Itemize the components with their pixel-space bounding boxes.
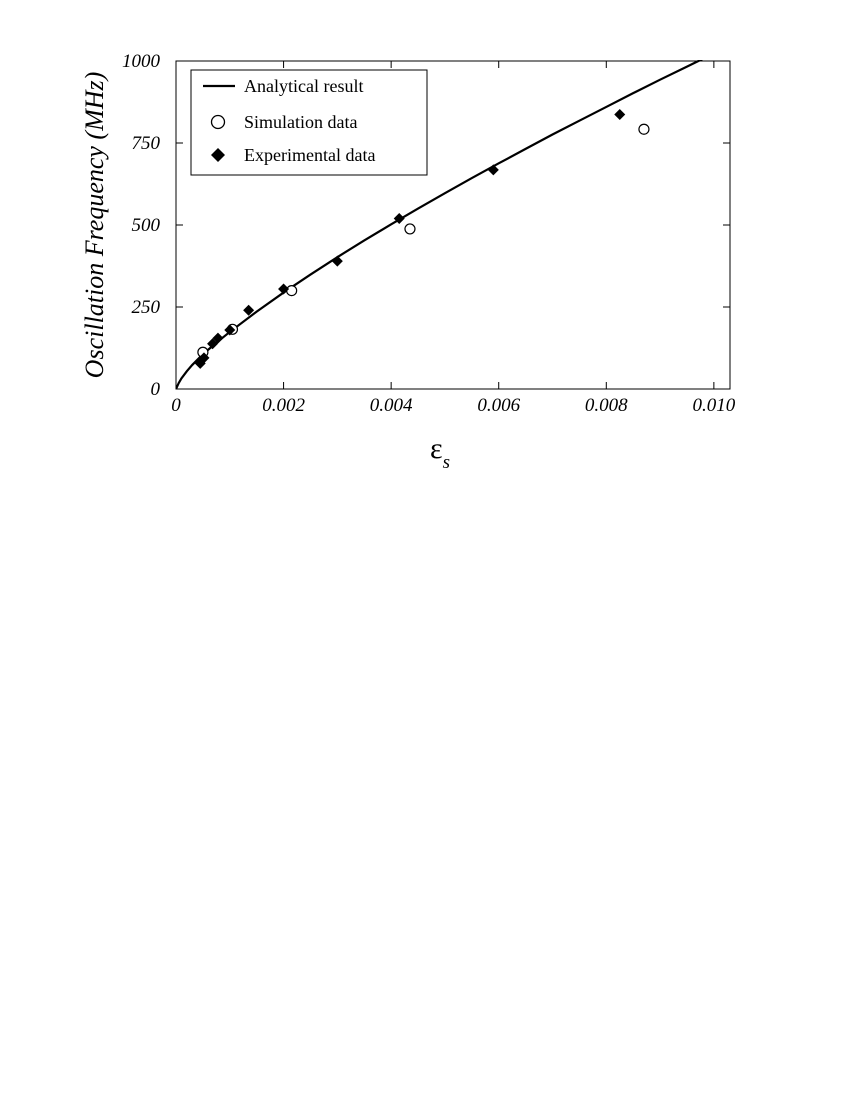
y-tick-label: 0: [151, 379, 161, 400]
x-tick-label: 0.010: [692, 395, 735, 416]
experimental-data-point: [614, 108, 626, 120]
legend-label-analytical: Analytical result: [244, 76, 363, 96]
legend-diamond-swatch: [211, 148, 225, 162]
data-points-layer: [194, 108, 650, 369]
y-axis-title: Oscillation Frequency (MHz): [80, 72, 109, 379]
experimental-data-point: [224, 324, 236, 336]
simulation-data-point: [638, 123, 650, 135]
analytical-result-line: [176, 60, 703, 389]
experimental-data-point: [212, 332, 224, 344]
x-tick-label: 0: [171, 395, 181, 416]
experimental-data-point: [393, 212, 405, 224]
experimental-data-point: [278, 283, 290, 295]
legend-circle-swatch: [210, 114, 226, 130]
experimental-data-point: [331, 255, 343, 267]
x-tick-label: 0.004: [370, 395, 413, 416]
y-tick-label: 500: [132, 215, 161, 236]
experimental-data-point: [243, 304, 255, 316]
x-axis-title-subscript: s: [443, 452, 450, 473]
legend-label-simulation: Simulation data: [244, 112, 357, 132]
legend: Analytical result Simulation data Experi…: [190, 69, 428, 176]
y-tick-label: 1000: [122, 51, 161, 72]
legend-box: [190, 69, 428, 176]
x-axis-title: εs: [430, 432, 450, 473]
x-axis-title-symbol: ε: [430, 432, 443, 465]
legend-label-experimental: Experimental data: [244, 145, 375, 165]
y-axis: 0 250 500 750 1000: [122, 51, 730, 400]
simulation-data-point: [404, 223, 416, 235]
x-tick-label: 0.008: [585, 395, 628, 416]
x-tick-label: 0.002: [262, 395, 305, 416]
x-tick-label: 0.006: [477, 395, 520, 416]
experimental-data-point: [198, 352, 210, 364]
x-axis: 0 0.002 0.004 0.006 0.008 0.010: [171, 61, 736, 416]
simulation-data-point: [286, 285, 298, 297]
analytical-result-layer: [176, 60, 703, 389]
y-tick-label: 750: [132, 133, 161, 154]
y-tick-label: 250: [132, 297, 161, 318]
experimental-data-point: [487, 164, 499, 176]
